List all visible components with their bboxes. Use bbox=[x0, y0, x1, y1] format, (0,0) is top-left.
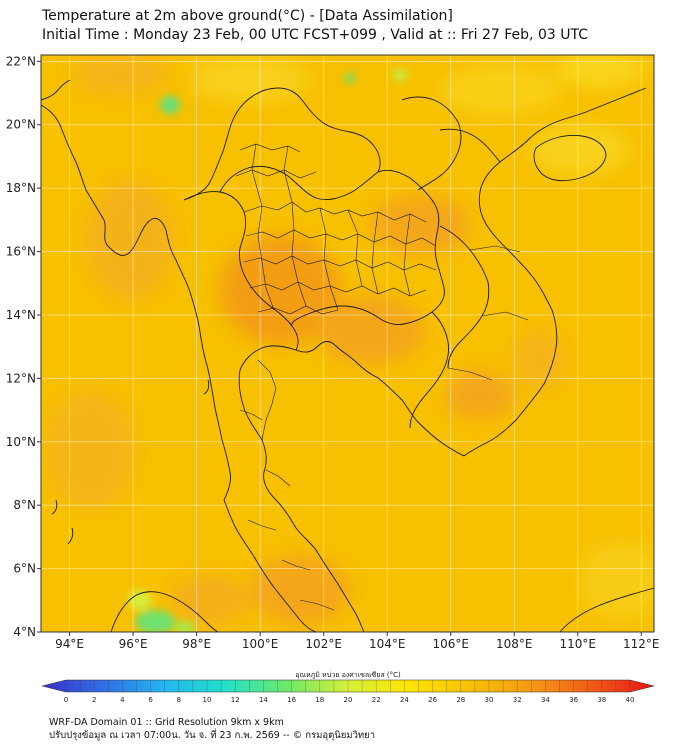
latitude-tick-label: 16°N bbox=[6, 245, 36, 259]
footer: WRF-DA Domain 01 :: Grid Resolution 9km … bbox=[49, 716, 375, 742]
latitude-tick-label: 4°N bbox=[13, 625, 36, 639]
longitude-tick-label: 112°E bbox=[623, 637, 660, 651]
longitude-tick-label: 110°E bbox=[560, 637, 597, 651]
longitude-axis: 94°E 96°E 98°E 100°E 102°E 104°E 106°E 108°E 110… bbox=[55, 632, 660, 651]
temperature-field bbox=[41, 55, 654, 632]
title-line-2: Initial Time : Monday 23 Feb, 00 UTC FCS… bbox=[42, 27, 588, 43]
footer-line-2: ปรับปรุงข้อมูล ณ เวลา 07:00น. วัน จ. ที่… bbox=[49, 730, 376, 741]
latitude-tick-label: 10°N bbox=[6, 435, 36, 449]
longitude-tick-label: 106°E bbox=[432, 637, 469, 651]
latitude-tick-label: 22°N bbox=[6, 54, 36, 68]
longitude-tick-label: 96°E bbox=[119, 637, 148, 651]
map-frame bbox=[40, 54, 655, 633]
footer-line-1: WRF-DA Domain 01 :: Grid Resolution 9km … bbox=[49, 717, 284, 728]
temperature-map: 22°N 20°N 18°N 16°N 14°N 12°N 10°N 8°N 6°N 4°N 94… bbox=[6, 54, 660, 651]
longitude-tick-label: 108°E bbox=[496, 637, 533, 651]
latitude-tick-label: 8°N bbox=[13, 498, 36, 512]
graticule bbox=[41, 55, 654, 632]
longitude-tick-label: 94°E bbox=[55, 637, 84, 651]
longitude-tick-label: 98°E bbox=[182, 637, 211, 651]
longitude-tick-label: 100°E bbox=[242, 637, 279, 651]
coastlines-and-borders bbox=[41, 55, 654, 632]
latitude-tick-label: 18°N bbox=[6, 181, 36, 195]
chart-title: Temperature at 2m above ground(°C) - [Da… bbox=[42, 7, 588, 45]
latitude-axis: 22°N 20°N 18°N 16°N 14°N 12°N 10°N 8°N 6°N 4°N bbox=[6, 54, 41, 639]
latitude-tick-label: 20°N bbox=[6, 118, 36, 132]
longitude-tick-label: 102°E bbox=[305, 637, 342, 651]
longitude-tick-label: 104°E bbox=[369, 637, 406, 651]
latitude-tick-label: 14°N bbox=[6, 308, 36, 322]
latitude-tick-label: 6°N bbox=[13, 562, 36, 576]
title-line-1: Temperature at 2m above ground(°C) - [Da… bbox=[42, 8, 453, 24]
latitude-tick-label: 12°N bbox=[6, 371, 36, 385]
